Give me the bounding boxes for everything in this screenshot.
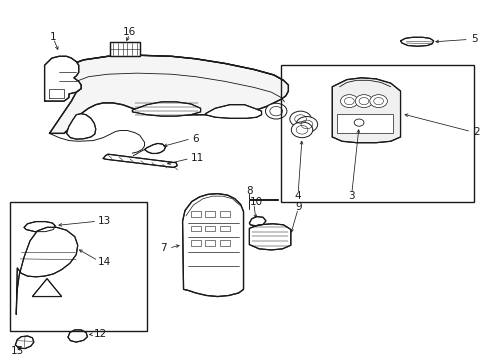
Polygon shape xyxy=(331,78,400,143)
Circle shape xyxy=(289,111,311,127)
Bar xyxy=(190,240,200,246)
Text: 9: 9 xyxy=(295,202,302,212)
Text: 5: 5 xyxy=(470,35,477,44)
Polygon shape xyxy=(110,42,140,56)
Bar xyxy=(10,202,147,330)
Text: 8: 8 xyxy=(245,186,252,197)
Polygon shape xyxy=(15,336,34,348)
Circle shape xyxy=(369,95,386,108)
Circle shape xyxy=(296,117,317,132)
Polygon shape xyxy=(44,56,81,101)
Text: 1: 1 xyxy=(50,32,57,41)
Bar xyxy=(220,226,229,231)
Polygon shape xyxy=(249,224,290,250)
Polygon shape xyxy=(32,279,61,297)
Text: 3: 3 xyxy=(348,191,354,201)
Text: 16: 16 xyxy=(123,27,136,37)
Polygon shape xyxy=(66,114,96,139)
Polygon shape xyxy=(400,37,433,46)
Text: 4: 4 xyxy=(294,191,301,201)
Bar xyxy=(190,211,200,217)
Circle shape xyxy=(291,122,312,138)
Text: 2: 2 xyxy=(473,127,479,136)
Circle shape xyxy=(340,95,357,108)
Circle shape xyxy=(265,103,286,119)
Polygon shape xyxy=(16,227,78,315)
Text: 10: 10 xyxy=(249,197,262,207)
Polygon shape xyxy=(24,222,55,231)
Polygon shape xyxy=(103,154,177,167)
Bar xyxy=(220,211,229,217)
Bar xyxy=(336,114,392,134)
Polygon shape xyxy=(49,55,288,134)
Text: 14: 14 xyxy=(98,257,111,267)
Polygon shape xyxy=(144,143,165,153)
Text: 6: 6 xyxy=(191,134,198,144)
Text: 15: 15 xyxy=(11,346,24,356)
Polygon shape xyxy=(182,194,243,297)
Bar xyxy=(281,65,473,202)
Polygon shape xyxy=(132,102,200,116)
Text: 12: 12 xyxy=(93,329,106,339)
Polygon shape xyxy=(205,105,261,118)
Polygon shape xyxy=(68,330,87,342)
Bar xyxy=(205,226,215,231)
Bar xyxy=(205,211,215,217)
Text: 13: 13 xyxy=(98,216,111,226)
Text: 7: 7 xyxy=(160,243,166,253)
Text: 11: 11 xyxy=(190,153,203,163)
Bar xyxy=(205,240,215,246)
Bar xyxy=(190,226,200,231)
Circle shape xyxy=(354,95,372,108)
Bar xyxy=(220,240,229,246)
Polygon shape xyxy=(249,217,265,226)
